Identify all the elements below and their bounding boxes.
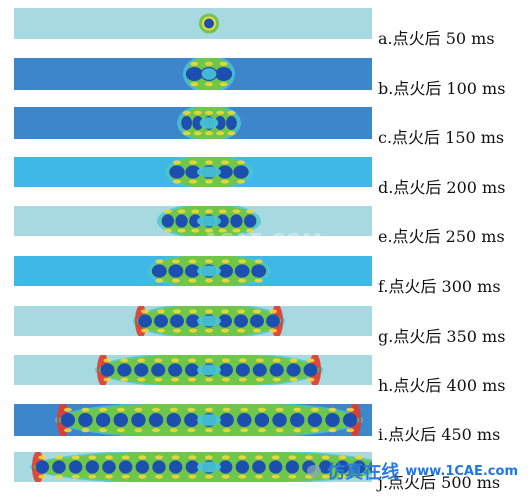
- flame-contour: [14, 8, 372, 39]
- simulation-frame: [14, 355, 372, 385]
- simulation-frame: [14, 256, 372, 286]
- simulation-frame: [14, 58, 372, 90]
- watermark-url: www.1CAE.com: [405, 464, 518, 479]
- simulation-frame: [14, 404, 372, 436]
- flame-contour: [14, 206, 372, 236]
- panel-caption: g.点火后 350 ms: [378, 328, 505, 346]
- panel-row: d.点火后 200 ms: [0, 157, 530, 206]
- flame-contour: [14, 58, 372, 90]
- flame-contour: [14, 404, 372, 436]
- panel-caption: d.点火后 200 ms: [378, 179, 505, 197]
- panel-caption: a.点火后 50 ms: [378, 30, 495, 48]
- panel-caption: b.点火后 100 ms: [378, 80, 505, 98]
- panel-row: c.点火后 150 ms: [0, 107, 530, 156]
- simulation-frame: [14, 306, 372, 336]
- panel-caption: c.点火后 150 ms: [378, 129, 504, 147]
- flame-contour: [14, 256, 372, 286]
- watermark-footer: 仿真在线 www.1CAE.com: [307, 459, 518, 483]
- simulation-frame: [14, 107, 372, 139]
- panel-caption: e.点火后 250 ms: [378, 228, 505, 246]
- simulation-frame: [14, 8, 372, 39]
- panel-caption: f.点火后 300 ms: [378, 278, 501, 296]
- panel-row: i.点火后 450 ms: [0, 404, 530, 453]
- flame-contour: [14, 306, 372, 336]
- panel-row: a.点火后 50 ms: [0, 8, 530, 57]
- simulation-frame: [14, 206, 372, 236]
- panel-caption: i.点火后 450 ms: [378, 426, 500, 444]
- flame-contour: [14, 107, 372, 139]
- panel-row: e.点火后 250 ms: [0, 206, 530, 255]
- simulation-frame: [14, 157, 372, 187]
- flame-contour: [14, 157, 372, 187]
- panel-row: b.点火后 100 ms: [0, 58, 530, 107]
- wechat-icon: [307, 465, 321, 477]
- panel-row: f.点火后 300 ms: [0, 256, 530, 305]
- flame-contour: [14, 355, 372, 385]
- panel-row: g.点火后 350 ms: [0, 306, 530, 355]
- watermark-logo-text: 仿真在线: [327, 458, 399, 484]
- panel-caption: h.点火后 400 ms: [378, 377, 506, 395]
- panel-row: h.点火后 400 ms: [0, 355, 530, 404]
- flame-propagation-figure: a.点火后 50 ms b.点火后 100 ms c.点火后 150 ms d.点火后…: [0, 0, 530, 489]
